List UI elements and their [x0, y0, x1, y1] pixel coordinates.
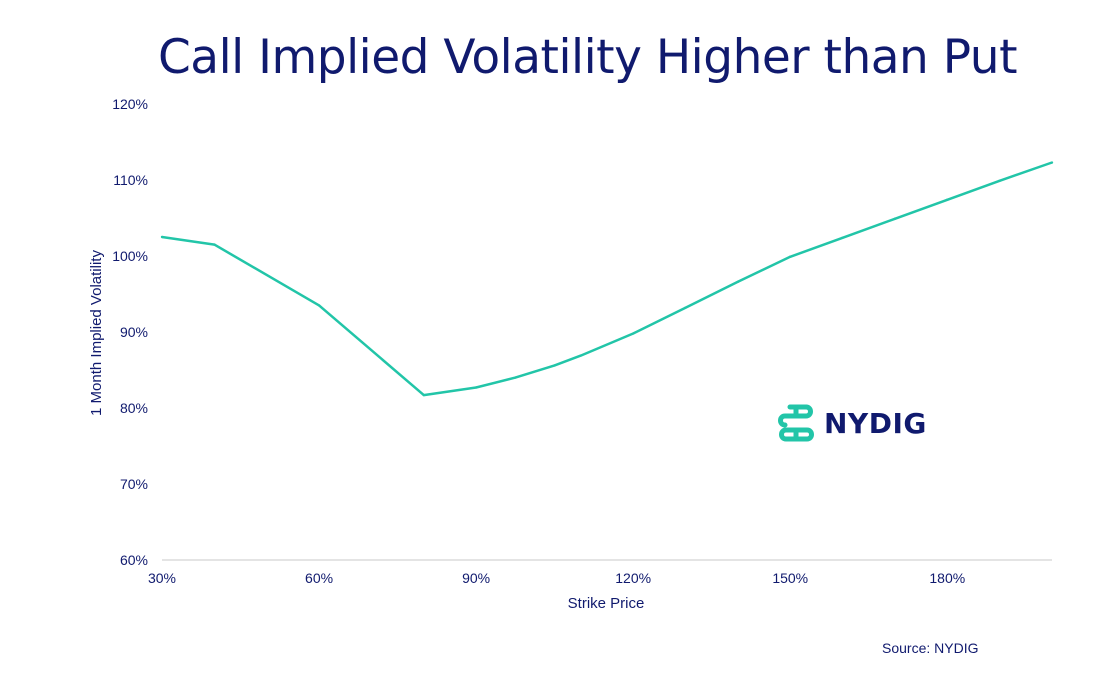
data-point [841, 236, 844, 239]
y-tick-label: 60% [120, 552, 148, 568]
data-point [893, 217, 897, 220]
x-tick-label: 30% [148, 570, 176, 586]
data-point [1050, 161, 1054, 164]
data-point [631, 332, 635, 335]
y-axis-title: 1 Month Implied Volatility [88, 250, 105, 416]
data-point [213, 243, 216, 246]
chart-title: Call Implied Volatility Higher than Put [157, 30, 1018, 85]
logo-text: NYDIG [824, 406, 927, 440]
data-point [422, 393, 425, 397]
data-point [579, 354, 583, 357]
nydig-logo: NYDIG [776, 404, 927, 442]
data-point [160, 235, 164, 239]
data-point [474, 386, 478, 389]
x-axis-ticks: 30% 60% 90% 120% 150% 180% [148, 570, 965, 586]
x-axis-title: Strike Price [568, 595, 645, 612]
x-tick-label: 180% [929, 570, 965, 586]
y-tick-label: 110% [113, 172, 148, 188]
y-tick-label: 70% [120, 476, 148, 492]
source-note: Source: NYDIG [882, 640, 979, 656]
data-point [998, 179, 1001, 182]
y-tick-label: 120% [112, 96, 148, 112]
data-point [736, 280, 740, 284]
data-point [553, 364, 556, 367]
nydig-logo-icon [778, 404, 814, 442]
x-tick-label: 90% [462, 570, 490, 586]
data-point [946, 198, 949, 201]
data-point [317, 304, 321, 307]
data-point [684, 306, 687, 309]
y-tick-label: 90% [120, 324, 148, 340]
data-point [789, 255, 792, 258]
x-tick-label: 60% [305, 570, 333, 586]
y-tick-label: 100% [112, 248, 148, 264]
data-points [160, 161, 1054, 397]
x-tick-label: 120% [615, 570, 651, 586]
data-point [514, 376, 517, 379]
y-axis-ticks: 60% 70% 80% 90% 100% 110% 120% [112, 96, 148, 568]
x-tick-label: 150% [772, 570, 808, 586]
y-tick-label: 80% [120, 400, 148, 416]
series-line-implied-volatility [161, 161, 1053, 397]
